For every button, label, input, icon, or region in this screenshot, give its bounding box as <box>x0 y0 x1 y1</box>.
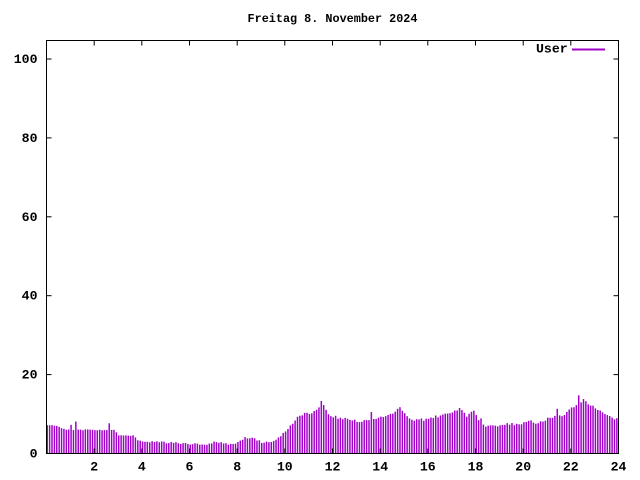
svg-text:Freitag 8. November 2024: Freitag 8. November 2024 <box>248 12 418 26</box>
svg-text:20: 20 <box>22 368 38 383</box>
svg-text:20: 20 <box>515 460 531 475</box>
svg-text:22: 22 <box>563 460 579 475</box>
svg-text:10: 10 <box>277 460 293 475</box>
svg-text:24: 24 <box>611 460 627 475</box>
svg-text:18: 18 <box>468 460 484 475</box>
svg-text:40: 40 <box>22 289 38 304</box>
svg-text:4: 4 <box>138 460 146 475</box>
svg-text:100: 100 <box>14 52 38 67</box>
svg-text:16: 16 <box>420 460 436 475</box>
svg-text:60: 60 <box>22 210 38 225</box>
svg-text:0: 0 <box>30 447 38 462</box>
svg-text:2: 2 <box>90 460 98 475</box>
svg-text:80: 80 <box>22 131 38 146</box>
svg-text:8: 8 <box>233 460 241 475</box>
svg-text:14: 14 <box>372 460 388 475</box>
svg-text:6: 6 <box>186 460 194 475</box>
svg-text:User: User <box>536 42 568 57</box>
svg-text:12: 12 <box>325 460 341 475</box>
